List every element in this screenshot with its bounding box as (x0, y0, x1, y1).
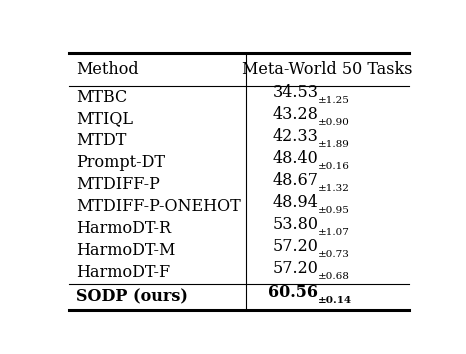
Text: ±0.73: ±0.73 (318, 250, 350, 259)
Text: HarmoDT-M: HarmoDT-M (76, 242, 176, 259)
Text: 48.94: 48.94 (273, 194, 318, 211)
Text: MTBC: MTBC (76, 88, 128, 105)
Text: HarmoDT-R: HarmoDT-R (76, 220, 171, 237)
Text: ±0.14: ±0.14 (318, 296, 352, 305)
Text: MTIQL: MTIQL (76, 110, 133, 127)
Text: HarmoDT-F: HarmoDT-F (76, 264, 171, 281)
Text: Method: Method (76, 61, 139, 78)
Text: MTDIFF-P: MTDIFF-P (76, 176, 160, 193)
Text: Prompt-DT: Prompt-DT (76, 154, 165, 171)
Text: ±1.32: ±1.32 (318, 184, 350, 193)
Text: ±0.90: ±0.90 (318, 118, 350, 127)
Text: ±0.16: ±0.16 (318, 162, 350, 171)
Text: SODP (ours): SODP (ours) (76, 288, 188, 305)
Text: ±0.95: ±0.95 (318, 206, 350, 215)
Text: ±1.25: ±1.25 (318, 96, 350, 105)
Text: 42.33: 42.33 (273, 128, 318, 145)
Text: 43.28: 43.28 (273, 106, 318, 123)
Text: 57.20: 57.20 (273, 260, 318, 277)
Text: 53.80: 53.80 (272, 216, 318, 233)
Text: 60.56: 60.56 (268, 284, 318, 301)
Text: 34.53: 34.53 (272, 84, 318, 101)
Text: ±1.89: ±1.89 (318, 140, 350, 149)
Text: 48.40: 48.40 (273, 150, 318, 167)
Text: 57.20: 57.20 (273, 238, 318, 255)
Text: ±0.68: ±0.68 (318, 272, 350, 281)
Text: Meta-World 50 Tasks: Meta-World 50 Tasks (242, 61, 412, 78)
Text: 48.67: 48.67 (272, 172, 318, 189)
Text: ±1.07: ±1.07 (318, 228, 350, 237)
Text: MTDT: MTDT (76, 132, 127, 149)
Text: MTDIFF-P-ONEHOT: MTDIFF-P-ONEHOT (76, 198, 241, 215)
